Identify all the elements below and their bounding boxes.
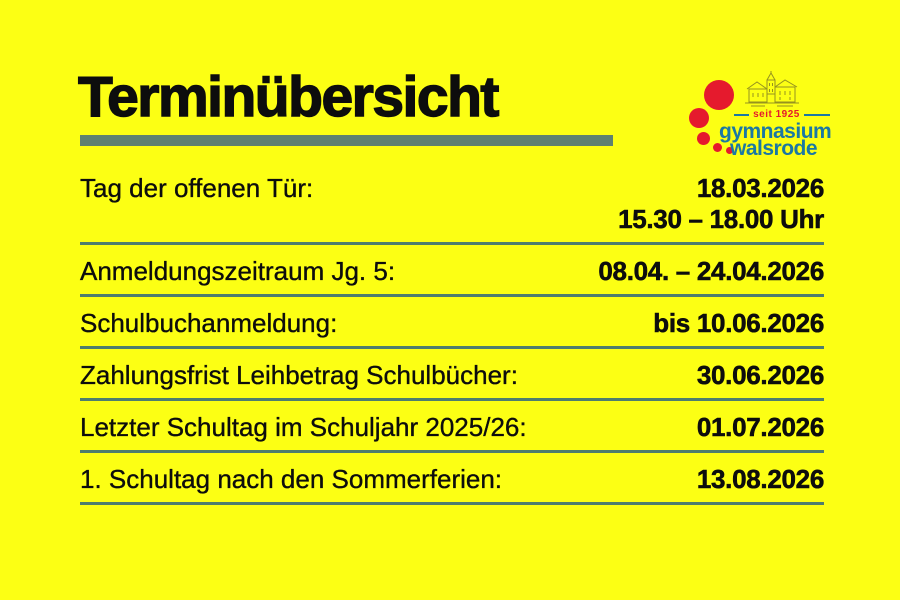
row-values: bis 10.06.2026	[653, 308, 825, 339]
logo-seit-text: seit 1925	[753, 109, 800, 120]
school-logo: seit 1925 gymnasium walsrode	[685, 68, 845, 168]
logo-seit-row: seit 1925	[723, 109, 841, 120]
row-label: 1. Schultag nach den Sommerferien:	[80, 464, 503, 494]
row-label: Schulbuchanmeldung:	[80, 308, 338, 338]
row-values: 08.04. – 24.04.2026	[598, 256, 824, 287]
table-row: Tag der offenen Tür: 18.03.2026 15.30 – …	[80, 162, 825, 245]
row-values: 01.07.2026	[696, 412, 825, 443]
schedule-table: Tag der offenen Tür: 18.03.2026 15.30 – …	[80, 162, 825, 505]
logo-dot-icon	[697, 132, 710, 145]
table-row: Schulbuchanmeldung: bis 10.06.2026	[80, 297, 825, 349]
row-value: 13.08.2026	[696, 464, 825, 495]
logo-wordmark-line1: gymnasium	[719, 120, 832, 143]
table-row: Zahlungsfrist Leihbetrag Schulbücher: 30…	[80, 349, 825, 401]
row-value: 08.04. – 24.04.2026	[598, 256, 824, 287]
row-label: Anmeldungszeitraum Jg. 5:	[80, 256, 396, 286]
logo-wordmark-line2: walsrode	[730, 137, 818, 160]
logo-dot-icon	[704, 80, 734, 110]
dash-icon	[734, 113, 750, 116]
row-label: Tag der offenen Tür:	[80, 173, 314, 203]
logo-dot-icon	[689, 108, 709, 128]
title-underline	[80, 135, 613, 146]
row-label: Zahlungsfrist Leihbetrag Schulbücher:	[80, 360, 518, 390]
row-value: 15.30 – 18.00 Uhr	[618, 204, 825, 235]
logo-dot-icon	[713, 143, 722, 152]
row-values: 18.03.2026 15.30 – 18.00 Uhr	[618, 173, 825, 235]
table-row: 1. Schultag nach den Sommerferien: 13.08…	[80, 453, 825, 505]
row-values: 13.08.2026	[696, 464, 825, 495]
logo-dot-icon	[726, 147, 733, 154]
row-values: 30.06.2026	[696, 360, 825, 391]
row-value: bis 10.06.2026	[653, 308, 825, 339]
table-row: Anmeldungszeitraum Jg. 5: 08.04. – 24.04…	[80, 245, 825, 297]
table-row: Letzter Schultag im Schuljahr 2025/26: 0…	[80, 401, 825, 453]
school-building-icon	[745, 71, 799, 107]
row-label: Letzter Schultag im Schuljahr 2025/26:	[80, 412, 527, 442]
dash-icon	[803, 113, 830, 116]
row-value: 18.03.2026	[696, 173, 825, 204]
row-value: 30.06.2026	[696, 360, 825, 391]
row-value: 01.07.2026	[696, 412, 825, 443]
page-title: Terminübersicht	[77, 65, 500, 129]
